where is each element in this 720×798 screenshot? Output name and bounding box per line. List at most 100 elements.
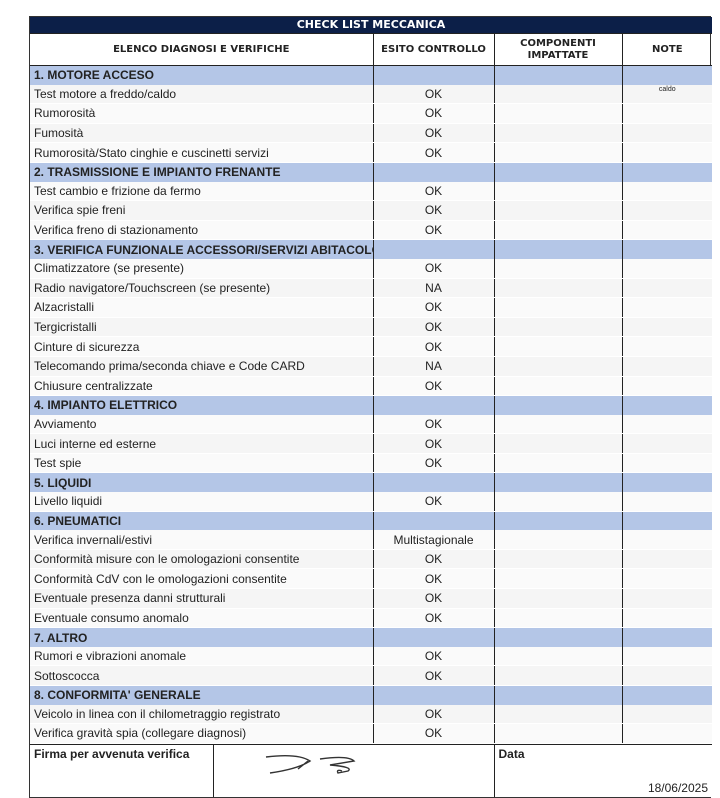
- check-label: Sottoscocca: [30, 665, 373, 686]
- check-result: OK: [372, 103, 494, 124]
- section-title: 6. PNEUMATICI: [30, 511, 373, 531]
- header-note: NOTE: [621, 33, 713, 66]
- checklist-row: Alzacristalli OK: [30, 297, 713, 318]
- section-row: 1. MOTORE ACCESO: [30, 65, 713, 85]
- section-title: 3. VERIFICA FUNZIONALE ACCESSORI/SERVIZI…: [30, 239, 373, 259]
- sheet-title: CHECK LIST MECCANICA: [30, 17, 713, 34]
- checklist-row: Eventuale presenza danni strutturali OK: [30, 588, 713, 609]
- header-esito: ESITO CONTROLLO: [372, 33, 494, 66]
- impacted-components: [493, 414, 622, 435]
- check-note: [621, 278, 713, 299]
- checklist-row: Fumosità OK: [30, 123, 713, 144]
- checklist-row: Test cambio e frizione da fermo OK: [30, 181, 713, 202]
- check-label: Veicolo in linea con il chilometraggio r…: [30, 704, 373, 725]
- check-result: OK: [372, 414, 494, 435]
- checklist-row: Rumorosità/Stato cinghie e cuscinetti se…: [30, 142, 713, 163]
- checklist-row: Radio navigatore/Touchscreen (se present…: [30, 278, 713, 299]
- impacted-components: [493, 258, 622, 279]
- impacted-components: [493, 84, 622, 105]
- section-row: 3. VERIFICA FUNZIONALE ACCESSORI/SERVIZI…: [30, 239, 713, 259]
- signature-label: Firma per avvenuta verifica: [30, 743, 213, 797]
- check-result: OK: [372, 317, 494, 338]
- check-result: OK: [372, 646, 494, 667]
- check-result: OK: [372, 123, 494, 144]
- check-label: Livello liquidi: [30, 492, 373, 512]
- check-label: Verifica invernali/estivi: [30, 530, 373, 550]
- checklist-row: Conformità CdV con le omologazioni conse…: [30, 568, 713, 590]
- check-note: [621, 453, 713, 474]
- check-note: [621, 492, 713, 512]
- date-label: Data: [498, 746, 525, 761]
- check-note: [621, 723, 713, 744]
- impacted-components: [493, 123, 622, 144]
- date-value: 18/06/2025: [647, 780, 708, 795]
- impacted-components: [493, 492, 622, 512]
- check-result: OK: [372, 704, 494, 725]
- check-result: OK: [372, 200, 494, 221]
- section-row: 8. CONFORMITA' GENERALE: [30, 685, 713, 705]
- check-result: OK: [372, 492, 494, 512]
- impacted-components: [493, 453, 622, 474]
- impacted-components: [493, 646, 622, 667]
- check-label: Tergicristalli: [30, 317, 373, 338]
- check-result: OK: [372, 297, 494, 318]
- impacted-components: [493, 549, 622, 570]
- check-label: Rumorosità/Stato cinghie e cuscinetti se…: [30, 142, 373, 163]
- check-note: caldo: [621, 84, 713, 105]
- check-label: Conformità CdV con le omologazioni conse…: [30, 568, 373, 590]
- check-result: OK: [372, 258, 494, 279]
- checklist-row: Climatizzatore (se presente) OK: [30, 258, 713, 279]
- check-note: [621, 336, 713, 357]
- section-title: 2. TRASMISSIONE E IMPIANTO FRENANTE: [30, 162, 373, 182]
- checklist-row: Rumorosità OK: [30, 103, 713, 124]
- check-note: [621, 376, 713, 397]
- check-result: OK: [372, 665, 494, 686]
- impacted-components: [493, 665, 622, 686]
- check-label: Test cambio e frizione da fermo: [30, 181, 373, 202]
- impacted-components: [493, 608, 622, 629]
- check-note: [621, 220, 713, 241]
- check-note: [621, 123, 713, 144]
- check-label: Climatizzatore (se presente): [30, 258, 373, 279]
- check-result: OK: [372, 453, 494, 474]
- check-result: OK: [372, 376, 494, 397]
- check-note: [621, 704, 713, 725]
- checklist-sheet: CHECK LIST MECCANICA ELENCO DIAGNOSI E V…: [29, 16, 713, 798]
- check-label: Chiusure centralizzate: [30, 376, 373, 397]
- impacted-components: [493, 278, 622, 299]
- check-note: [621, 530, 713, 550]
- check-result: OK: [372, 84, 494, 105]
- check-result: OK: [372, 433, 494, 454]
- check-label: Cinture di sicurezza: [30, 336, 373, 357]
- check-result: OK: [372, 568, 494, 590]
- impacted-components: [493, 376, 622, 397]
- section-title: 8. CONFORMITA' GENERALE: [30, 685, 373, 705]
- check-note: [621, 568, 713, 590]
- impacted-components: [493, 297, 622, 318]
- checklist-row: Verifica gravità spia (collegare diagnos…: [30, 723, 713, 744]
- check-note: [621, 665, 713, 686]
- section-title: 5. LIQUIDI: [30, 472, 373, 493]
- check-result: NA: [372, 278, 494, 299]
- check-label: Eventuale consumo anomalo: [30, 608, 373, 629]
- check-label: Test spie: [30, 453, 373, 474]
- impacted-components: [493, 530, 622, 550]
- check-note: [621, 103, 713, 124]
- checklist-table: CHECK LIST MECCANICA ELENCO DIAGNOSI E V…: [30, 17, 713, 744]
- impacted-components: [493, 568, 622, 590]
- check-note: [621, 608, 713, 629]
- section-row: 5. LIQUIDI: [30, 472, 713, 493]
- check-label: Eventuale presenza danni strutturali: [30, 588, 373, 609]
- check-label: Verifica freno di stazionamento: [30, 220, 373, 241]
- checklist-row: Conformità misure con le omologazioni co…: [30, 549, 713, 570]
- checklist-row: Avviamento OK: [30, 414, 713, 435]
- check-note: [621, 317, 713, 338]
- section-row: 6. PNEUMATICI: [30, 511, 713, 531]
- impacted-components: [493, 220, 622, 241]
- impacted-components: [493, 356, 622, 377]
- section-title: 7. ALTRO: [30, 627, 373, 647]
- check-label: Test motore a freddo/caldo: [30, 84, 373, 105]
- check-label: Verifica gravità spia (collegare diagnos…: [30, 723, 373, 744]
- impacted-components: [493, 704, 622, 725]
- impacted-components: [493, 336, 622, 357]
